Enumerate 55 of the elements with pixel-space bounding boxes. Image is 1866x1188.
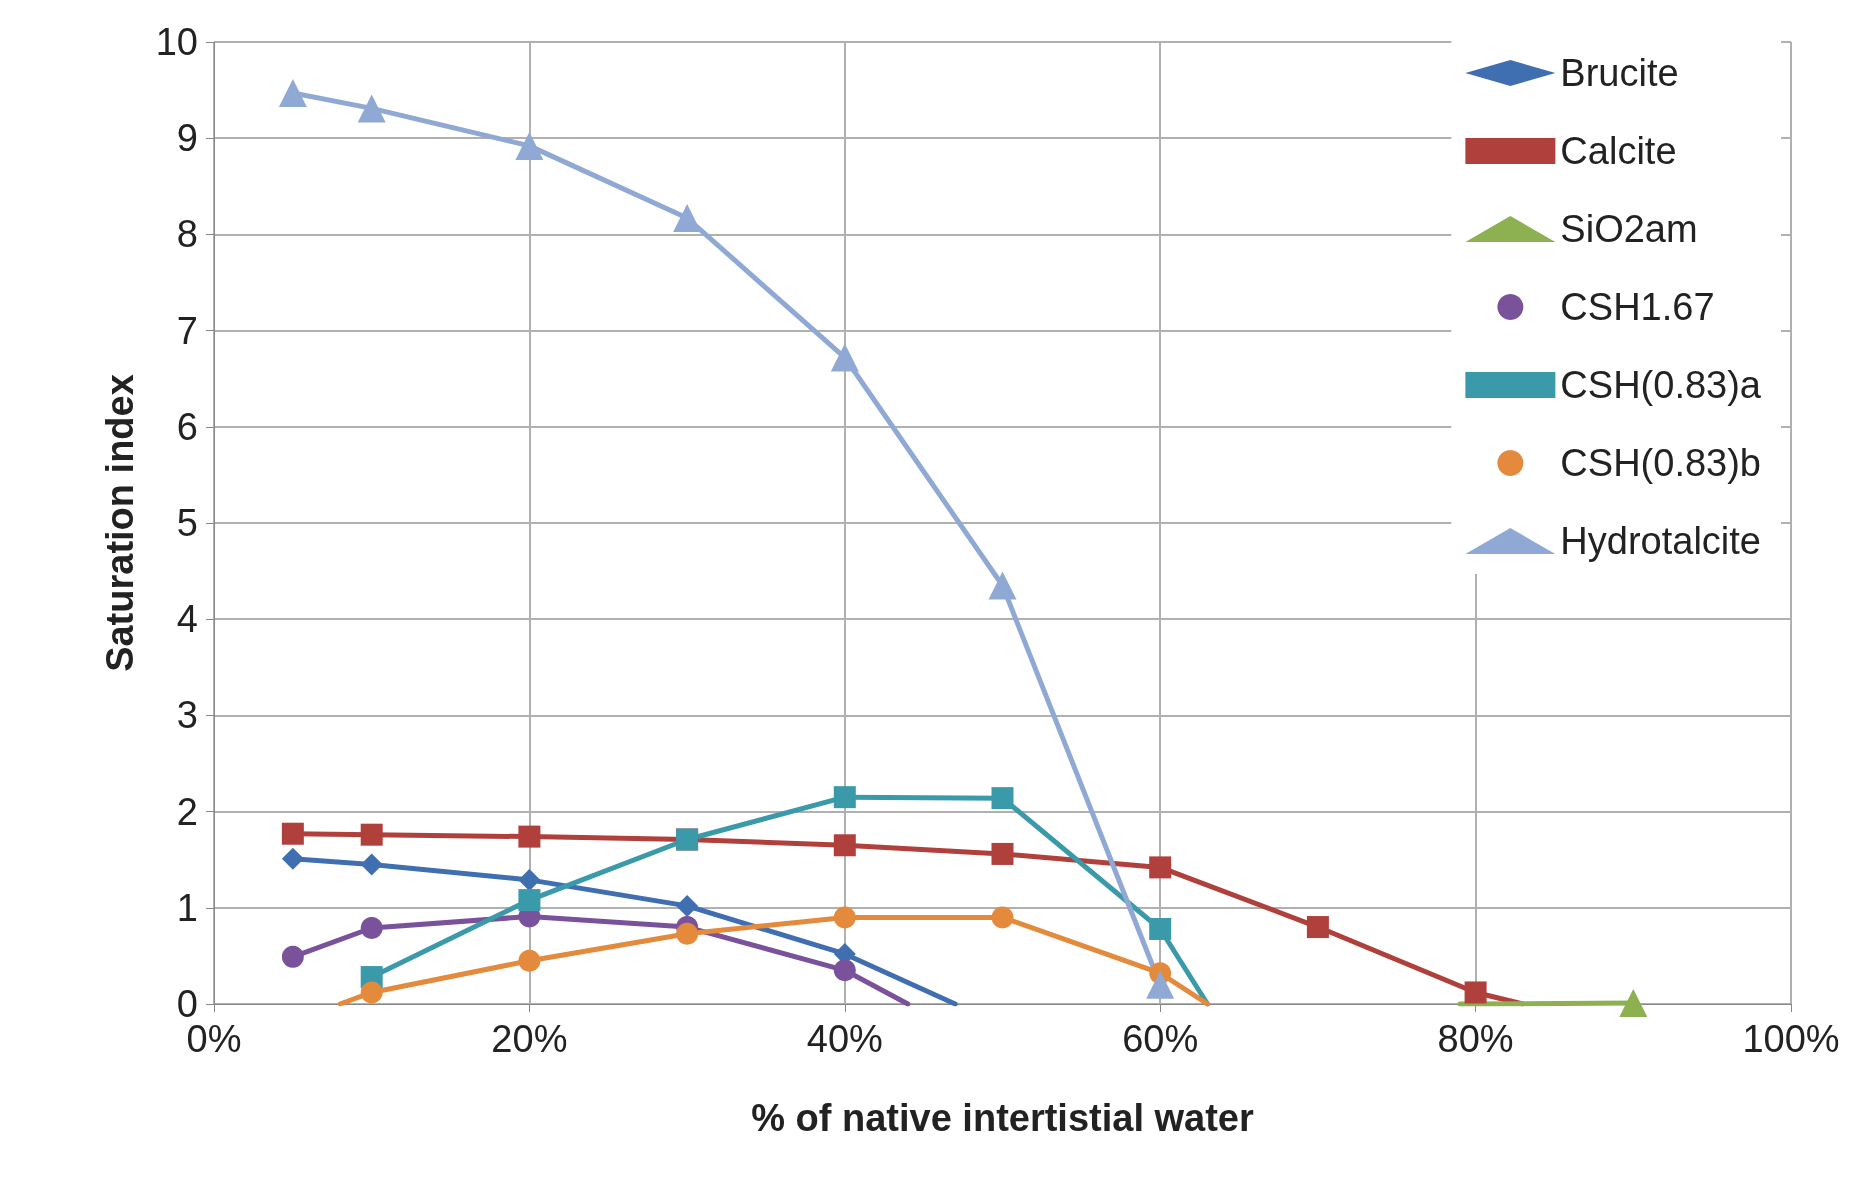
y-tick-label: 6 [176,405,198,448]
point [991,906,1014,929]
point [360,981,383,1004]
y-tick-label: 10 [155,21,198,63]
point [833,959,856,982]
point [515,131,544,160]
point [360,853,383,876]
point [281,822,304,845]
y-tick-label: 5 [176,502,198,544]
x-tick-label: 40% [806,1018,883,1060]
point [991,787,1014,810]
point [1306,916,1329,939]
y-tick-label: 9 [176,117,198,160]
x-tick-label: 60% [1122,1018,1199,1060]
legend-label: CSH(0.83)b [1560,442,1762,484]
y-tick-label: 2 [176,790,198,833]
y-tick-label: 7 [176,309,198,352]
x-tick-label: 20% [491,1018,568,1060]
legend-label: Calcite [1560,130,1677,172]
y-axis-title: Saturation index [99,374,141,672]
legend-label: Brucite [1560,52,1679,94]
point [1146,970,1175,999]
point [518,889,541,912]
point [830,343,859,372]
point [357,94,386,123]
point [518,825,541,848]
y-tick-label: 3 [176,694,198,737]
legend-label: CSH1.67 [1560,286,1715,328]
y-tick-label: 8 [176,213,198,256]
x-axis-title: % of native intertistial water [751,1097,1254,1139]
point [518,868,541,891]
x-tick-label: 100% [1742,1018,1840,1060]
legend-label: CSH(0.83)a [1560,364,1762,406]
legend-label: SiO2am [1560,208,1698,250]
point [833,834,856,857]
point [676,922,699,945]
point [833,906,856,929]
point [1149,856,1172,879]
point [673,204,702,233]
point [360,917,383,939]
point [1149,917,1172,940]
point [360,823,383,846]
point [278,78,307,107]
point [833,786,856,809]
point [676,894,699,917]
x-tick-label: 80% [1437,1018,1514,1060]
y-tick-label: 1 [176,886,198,929]
point [281,945,304,968]
point [1464,981,1487,1004]
point [281,847,304,870]
point [991,842,1014,865]
point [518,949,541,972]
y-tick-label: 4 [176,598,198,641]
point [988,571,1017,600]
legend-label: Hydrotalcite [1560,520,1762,562]
